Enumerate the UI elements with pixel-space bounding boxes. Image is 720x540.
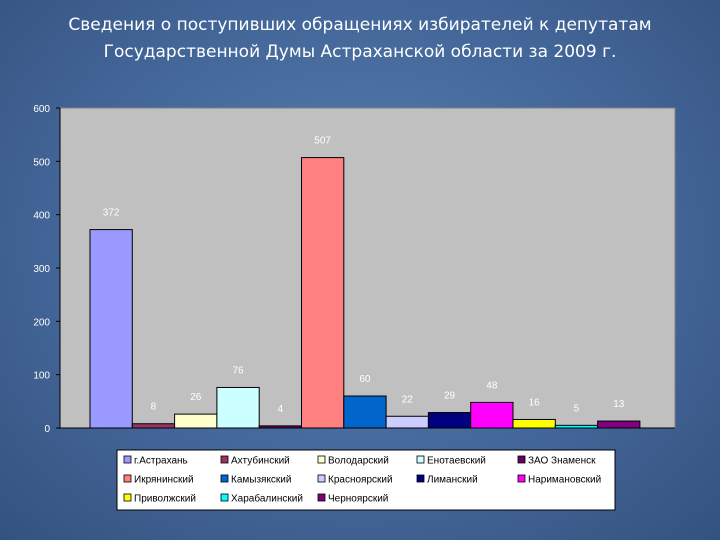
data-label: 60 bbox=[359, 374, 371, 385]
data-label: 4 bbox=[278, 404, 284, 415]
bar bbox=[554, 424, 599, 429]
data-label: 76 bbox=[232, 365, 244, 376]
legend-swatch bbox=[123, 455, 132, 464]
bar bbox=[427, 412, 472, 429]
slide-title: Сведения о поступивших обращениях избира… bbox=[20, 12, 700, 66]
legend-entry: Лиманский bbox=[427, 475, 478, 486]
legend-entry: Володарский bbox=[328, 456, 389, 467]
y-tick-label: 500 bbox=[33, 157, 50, 168]
bar bbox=[174, 413, 218, 429]
legend-swatch bbox=[317, 455, 326, 464]
legend-swatch bbox=[517, 474, 526, 483]
y-tick-label: 200 bbox=[33, 317, 50, 328]
bar bbox=[385, 415, 429, 429]
legend-swatch bbox=[123, 493, 132, 502]
data-label: 22 bbox=[402, 394, 414, 405]
data-label: 507 bbox=[314, 136, 331, 147]
legend-swatch bbox=[123, 474, 132, 483]
y-tick-label: 0 bbox=[44, 424, 50, 435]
legend-swatch bbox=[220, 493, 229, 502]
legend-entry: Наримановский bbox=[528, 475, 601, 486]
data-label: 372 bbox=[103, 208, 120, 219]
y-tick-label: 400 bbox=[33, 211, 50, 222]
bar bbox=[258, 425, 303, 429]
legend-swatch bbox=[416, 455, 425, 464]
data-label: 48 bbox=[486, 380, 498, 391]
data-label: 5 bbox=[574, 403, 580, 414]
legend-swatch bbox=[317, 474, 326, 483]
data-label: 16 bbox=[529, 397, 541, 408]
legend-box bbox=[116, 449, 616, 511]
legend-entry: ЗАО Знаменск bbox=[528, 456, 596, 467]
legend-swatch bbox=[416, 474, 425, 483]
legend-entry: Приволжский bbox=[134, 494, 196, 505]
legend-entry: г.Астрахань bbox=[134, 456, 188, 467]
legend-entry: Харабалинский bbox=[231, 493, 303, 505]
bar bbox=[216, 386, 260, 429]
slide-title-line-2: Государственной Думы Астраханской област… bbox=[103, 42, 617, 62]
y-tick-label: 100 bbox=[33, 371, 50, 382]
legend-swatch bbox=[517, 455, 526, 464]
plot-area bbox=[59, 107, 676, 429]
legend-entry: Камызякский bbox=[231, 475, 291, 486]
y-tick-label: 600 bbox=[33, 104, 50, 115]
legend-swatch bbox=[220, 474, 229, 483]
bar bbox=[470, 401, 514, 429]
bar bbox=[343, 395, 387, 429]
data-label: 13 bbox=[613, 399, 625, 410]
legend-entry: Енотаевский bbox=[427, 456, 486, 467]
legend-swatch bbox=[317, 493, 326, 502]
legend-entry: Красноярский bbox=[328, 475, 393, 486]
bar bbox=[131, 423, 176, 429]
data-label: 26 bbox=[190, 392, 202, 403]
y-tick-label: 300 bbox=[33, 264, 50, 275]
legend-entry: Черноярский bbox=[328, 494, 388, 505]
legend-entry: Икрянинский bbox=[134, 475, 194, 486]
bar bbox=[512, 418, 556, 429]
bar bbox=[301, 157, 345, 429]
slide-title-line-1: Сведения о поступивших обращениях избира… bbox=[68, 15, 652, 35]
legend-swatch bbox=[220, 455, 229, 464]
legend-entry: Ахтубинский bbox=[231, 455, 290, 467]
bar bbox=[89, 229, 133, 429]
bar bbox=[597, 420, 641, 429]
data-label: 8 bbox=[151, 402, 157, 413]
data-label: 29 bbox=[444, 391, 456, 402]
